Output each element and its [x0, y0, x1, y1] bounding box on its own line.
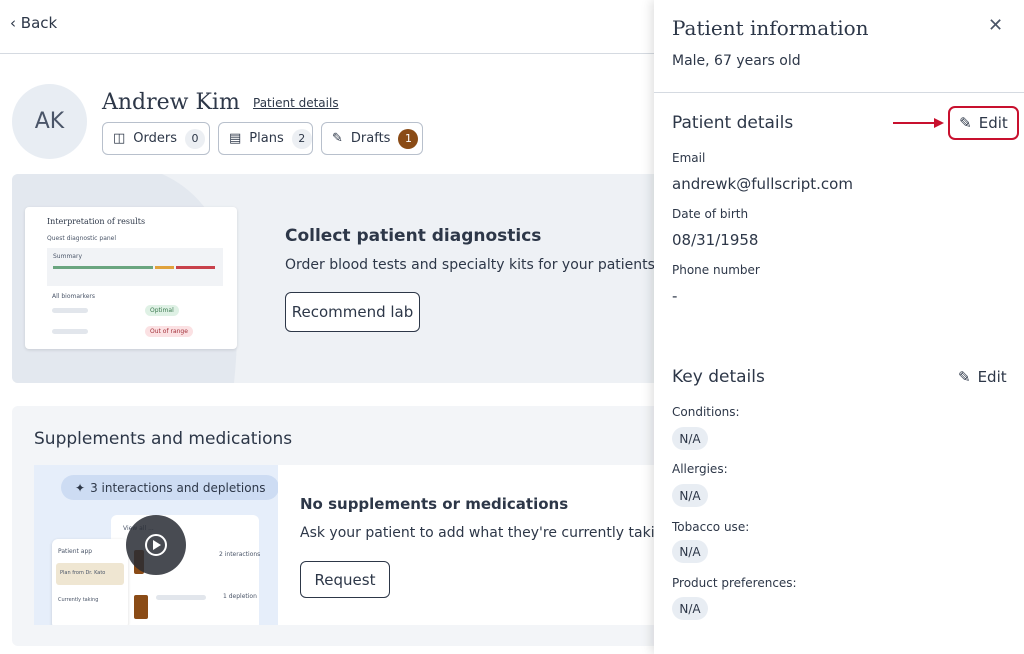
back-link[interactable]: ‹ Back: [10, 14, 57, 32]
chip-text: N/A: [679, 601, 701, 616]
field-chip: N/A: [672, 427, 708, 450]
summary-box: Summary: [47, 248, 223, 286]
field-chip: N/A: [672, 597, 708, 620]
field-label: Date of birth: [672, 207, 749, 221]
edit-icon: ✎: [959, 114, 972, 132]
field-chip: N/A: [672, 484, 708, 507]
supplements-preview: ✦3 interactions and depletions View all …: [34, 465, 278, 625]
bottle: [134, 595, 148, 619]
summary-label: Summary: [53, 253, 82, 260]
section-heading: Patient details: [672, 113, 794, 133]
section-heading: Key details: [672, 367, 765, 387]
field-label: Phone number: [672, 263, 760, 277]
back-icon: ‹: [10, 14, 16, 32]
tab-label: Orders: [133, 131, 178, 146]
panel-divider: [654, 92, 1024, 93]
edit-label: Edit: [978, 114, 1008, 132]
field-value: -: [672, 287, 678, 305]
tab-icon: ✎: [332, 131, 343, 146]
tab-icon: ◫: [113, 131, 126, 146]
preview-plan: Plan from Dr. Kato: [60, 570, 106, 576]
preview-taking: Currently taking: [58, 597, 99, 603]
panel-title: Patient information: [672, 16, 869, 40]
recommend-lab-button[interactable]: Recommend lab: [285, 292, 420, 332]
field-chip: N/A: [672, 540, 708, 563]
play-icon: [145, 534, 167, 556]
patient-name: Andrew Kim: [102, 90, 240, 115]
patient-details-link[interactable]: Patient details: [253, 96, 339, 110]
summary-bar: [176, 266, 215, 269]
divider: [0, 53, 654, 54]
tab-label: Plans: [249, 131, 284, 146]
summary-bar: [53, 266, 153, 269]
side-panel: [654, 0, 1024, 654]
button-label: Recommend lab: [291, 303, 414, 321]
tab-count: 1: [398, 128, 419, 149]
lab-title: Collect patient diagnostics: [285, 226, 542, 246]
avatar: AK: [12, 84, 87, 159]
optimal-chip: Optimal: [145, 305, 179, 316]
interactions-badge: ✦ 3 interactions and depletions: [61, 475, 278, 500]
badge-text: 3 interactions and depletions: [90, 480, 266, 495]
field-value: andrewk@fullscript.com: [672, 175, 853, 193]
panel-subtitle: Male, 67 years old: [672, 53, 801, 69]
plan-row: Plan from Dr. Kato: [56, 563, 124, 585]
preview-depletion: 1 depletion: [223, 593, 257, 600]
lab-text: Order blood tests and specialty kits for…: [285, 257, 665, 273]
biomarkers-label: All biomarkers: [52, 293, 96, 300]
field-value: 08/31/1958: [672, 231, 759, 249]
supplements-text: Ask your patient to add what they're cur…: [300, 525, 664, 541]
edit-button[interactable]: ✎ Edit: [958, 368, 1007, 386]
avatar-initials: AK: [34, 109, 65, 134]
summary-bar: [155, 266, 174, 269]
preview-title: Interpretation of results: [47, 217, 146, 226]
chip-text: N/A: [679, 544, 701, 559]
field-label: Tobacco use:: [672, 520, 750, 534]
tab-label: Drafts: [350, 131, 391, 146]
preview-subtitle: Quest diagnostic panel: [47, 235, 117, 242]
edit-button[interactable]: ✎ Edit: [948, 106, 1019, 140]
placeholder-bar: [52, 308, 88, 313]
field-label: Allergies:: [672, 462, 728, 476]
annotation-arrow: [893, 118, 944, 128]
preview-app: Patient app Plan from Dr. Kato Currently…: [52, 539, 128, 625]
chip-text: N/A: [679, 488, 701, 503]
field-label: Conditions:: [672, 405, 740, 419]
out-of-range-chip: Out of range: [145, 326, 193, 337]
supplements-heading: No supplements or medications: [300, 495, 569, 513]
tab-count: 2: [291, 128, 312, 149]
close-button[interactable]: ✕: [988, 15, 1004, 36]
tab-icon: ▤: [229, 131, 242, 146]
sparkle-icon: ✦: [75, 480, 86, 495]
lab-preview: Interpretation of results Quest diagnost…: [25, 207, 237, 349]
tab-orders[interactable]: ◫ Orders 0: [102, 122, 210, 155]
placeholder-bar: [52, 329, 88, 334]
play-button[interactable]: [126, 515, 186, 575]
tab-drafts[interactable]: ✎ Drafts 1: [321, 122, 423, 155]
chip-text: N/A: [679, 431, 701, 446]
supplements-title: Supplements and medications: [34, 429, 293, 449]
tab-plans[interactable]: ▤ Plans 2: [218, 122, 313, 155]
field-label: Product preferences:: [672, 576, 797, 590]
field-label: Email: [672, 151, 706, 165]
button-label: Request: [314, 570, 376, 589]
back-text[interactable]: Back: [20, 14, 58, 32]
edit-icon: ✎: [958, 368, 971, 386]
tab-count: 0: [185, 128, 206, 149]
preview-app-title: Patient app: [58, 548, 93, 555]
preview-interactions: 2 interactions: [219, 551, 261, 558]
placeholder-bar: [156, 595, 206, 600]
edit-label: Edit: [977, 368, 1007, 386]
request-button[interactable]: Request: [300, 561, 390, 598]
